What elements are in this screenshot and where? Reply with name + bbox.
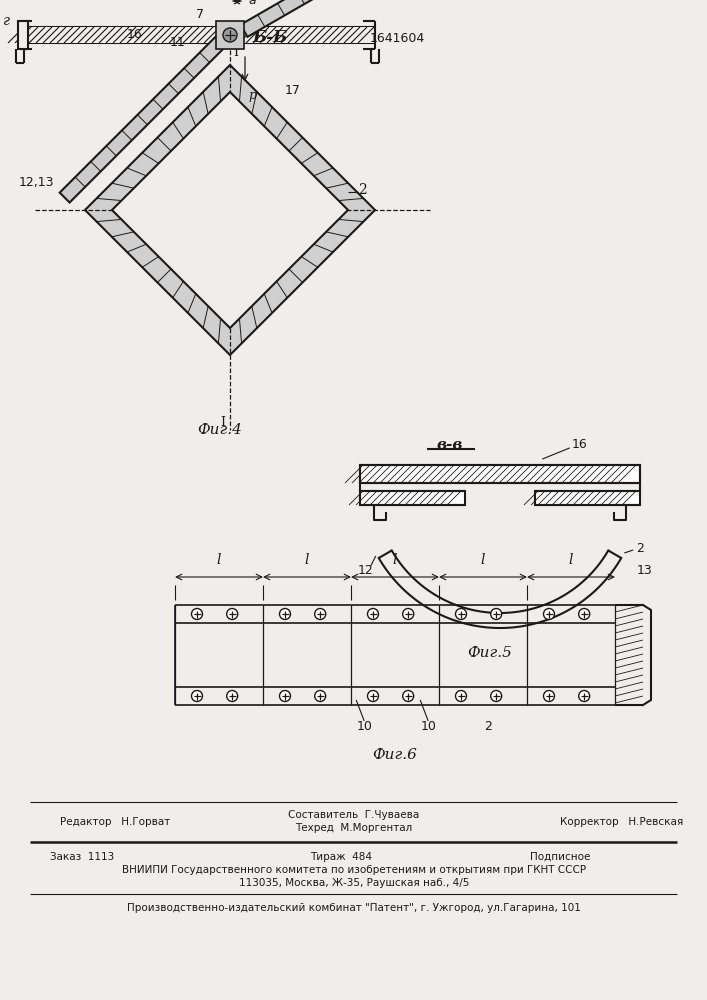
Polygon shape — [85, 65, 375, 355]
Text: Техред  М.Моргентал: Техред М.Моргентал — [296, 823, 413, 833]
Text: 12: 12 — [358, 564, 374, 576]
Text: Производственно-издательский комбинат "Патент", г. Ужгород, ул.Гагарина, 101: Производственно-издательский комбинат "П… — [127, 903, 581, 913]
Polygon shape — [112, 92, 348, 328]
Circle shape — [403, 608, 414, 619]
Text: l: l — [568, 553, 573, 567]
Circle shape — [227, 608, 238, 619]
Bar — [535, 491, 640, 505]
Text: Составитель  Г.Чуваева: Составитель Г.Чуваева — [288, 810, 420, 820]
Text: Тираж  484: Тираж 484 — [310, 852, 372, 862]
Text: l: l — [481, 553, 485, 567]
Circle shape — [192, 690, 202, 702]
Circle shape — [579, 608, 590, 619]
Text: 1641604: 1641604 — [370, 31, 425, 44]
Circle shape — [223, 28, 237, 42]
Circle shape — [579, 690, 590, 702]
Circle shape — [403, 690, 414, 702]
Text: 7: 7 — [196, 8, 204, 21]
Circle shape — [368, 608, 378, 619]
Circle shape — [315, 690, 326, 702]
Bar — [18, 21, 28, 49]
Text: ВНИИПИ Государственного комитета по изобретениям и открытиям при ГКНТ СССР: ВНИИПИ Государственного комитета по изоб… — [122, 865, 586, 875]
Text: г: г — [3, 14, 10, 28]
Bar — [360, 465, 640, 483]
Circle shape — [192, 608, 202, 619]
Circle shape — [279, 608, 291, 619]
Text: Заказ  1113: Заказ 1113 — [50, 852, 115, 862]
Text: Редактор   Н.Горват: Редактор Н.Горват — [60, 817, 170, 827]
Circle shape — [368, 690, 378, 702]
Text: Фиг.4: Фиг.4 — [197, 423, 243, 437]
Text: a: a — [248, 0, 256, 7]
Text: 113035, Москва, Ж-35, Раушская наб., 4/5: 113035, Москва, Ж-35, Раушская наб., 4/5 — [239, 878, 469, 888]
Circle shape — [279, 690, 291, 702]
Bar — [20, 27, 375, 43]
Text: в-в: в-в — [437, 438, 463, 452]
Text: 10: 10 — [356, 720, 372, 734]
Circle shape — [455, 608, 467, 619]
Text: 2: 2 — [636, 542, 644, 554]
Text: l: l — [217, 553, 221, 567]
Text: 10: 10 — [420, 720, 436, 734]
Text: 12,13: 12,13 — [19, 176, 54, 189]
Circle shape — [227, 690, 238, 702]
Bar — [216, 21, 244, 49]
Circle shape — [455, 690, 467, 702]
Polygon shape — [240, 0, 421, 37]
Text: 11: 11 — [169, 36, 185, 49]
Text: l: l — [393, 553, 397, 567]
Polygon shape — [59, 37, 225, 203]
Text: I: I — [220, 416, 225, 428]
Text: Б-Б: Б-Б — [252, 29, 288, 46]
Text: Фиг.6: Фиг.6 — [373, 748, 417, 762]
Bar — [360, 491, 465, 505]
Text: Корректор   Н.Ревская: Корректор Н.Ревская — [560, 817, 683, 827]
Circle shape — [491, 608, 502, 619]
Text: Фиг.5: Фиг.5 — [467, 646, 513, 660]
Text: 17: 17 — [285, 84, 301, 97]
Text: 2: 2 — [358, 183, 367, 197]
Circle shape — [315, 608, 326, 619]
Text: 13: 13 — [636, 564, 652, 576]
Text: р: р — [248, 89, 256, 102]
Text: I: I — [233, 45, 238, 58]
Text: 16: 16 — [572, 438, 588, 452]
Circle shape — [544, 690, 554, 702]
Text: l: l — [305, 553, 309, 567]
Circle shape — [491, 690, 502, 702]
Circle shape — [544, 608, 554, 619]
Text: Подписное: Подписное — [530, 852, 590, 862]
Text: 2: 2 — [484, 720, 492, 734]
Text: 16: 16 — [127, 28, 143, 41]
